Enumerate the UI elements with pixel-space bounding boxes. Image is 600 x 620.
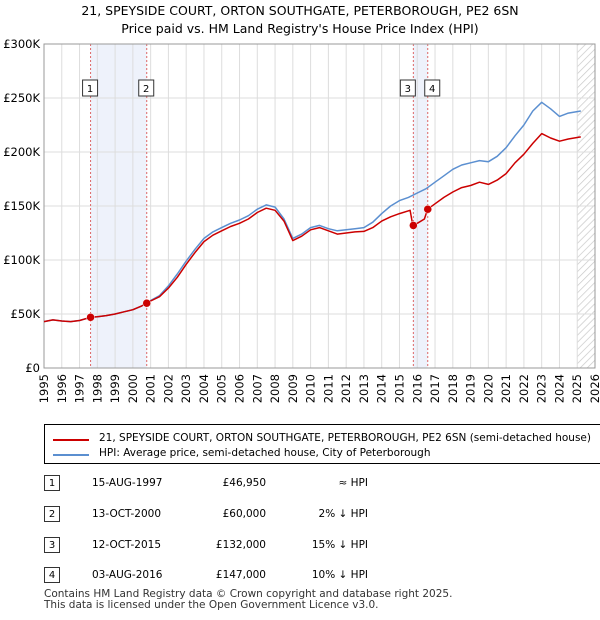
x-tick-label: 2004 (197, 374, 211, 403)
x-tick-label: 2001 (144, 374, 158, 403)
x-tick-label: 2025 (570, 374, 584, 403)
transaction-hpi-diff: ≈ HPI (338, 477, 368, 489)
transaction-marker-label: 4 (429, 84, 435, 95)
footer-line-2: This data is licensed under the Open Gov… (44, 599, 379, 611)
y-tick-label: £250K (3, 91, 40, 105)
x-tick-label: 2010 (304, 374, 318, 403)
transaction-date: 15-AUG-1997 (92, 477, 163, 489)
x-tick-label: 2023 (535, 374, 549, 403)
x-tick-label: 2024 (552, 374, 566, 403)
transaction-marker-4: 4 (424, 79, 441, 97)
x-tick-label: 2006 (233, 374, 247, 403)
chart-legend: 21, SPEYSIDE COURT, ORTON SOUTHGATE, PET… (44, 424, 600, 464)
plot-frame (43, 43, 596, 369)
legend-label-hpi: HPI: Average price, semi-detached house,… (99, 447, 431, 459)
x-tick-label: 1995 (37, 374, 51, 403)
series-line-property (43, 132, 581, 323)
y-tick-label: £50K (11, 307, 41, 321)
chart-title: 21, SPEYSIDE COURT, ORTON SOUTHGATE, PET… (81, 3, 519, 18)
transaction-price: £60,000 (222, 508, 266, 520)
transaction-date: 12-OCT-2015 (92, 539, 161, 551)
transaction-marker: 1 (44, 475, 60, 491)
transaction-point-3 (409, 221, 418, 230)
x-tick-label: 2015 (392, 374, 406, 403)
x-tick-label: 2016 (410, 374, 424, 403)
transaction-marker-label: 3 (405, 84, 411, 95)
transaction-hpi-diff: 2% ↓ HPI (318, 508, 368, 520)
legend-swatch-hpi (53, 454, 89, 456)
transaction-marker-box (424, 79, 441, 97)
y-tick-label: £0 (25, 361, 40, 375)
x-tick-label: 2021 (499, 374, 513, 403)
table-row: 1 15-AUG-1997 £46,950 ≈ HPI (44, 475, 404, 493)
legend-swatch-property (53, 439, 89, 441)
x-tick-label: 2017 (428, 374, 442, 403)
y-tick-label: £100K (3, 253, 40, 267)
transaction-marker-1: 1 (82, 79, 99, 97)
x-tick-label: 1996 (55, 374, 69, 403)
price-chart: £0 £50K £100K £150K £200K £250K £300K 1995 1996 1… (3, 37, 600, 403)
transaction-price: £132,000 (215, 539, 266, 551)
x-tick-label: 2002 (161, 374, 175, 403)
transaction-marker-label: 1 (87, 84, 93, 95)
table-row: 4 03-AUG-2016 £147,000 10% ↓ HPI (44, 567, 404, 585)
y-tick-label: £300K (3, 37, 40, 51)
transaction-date: 13-OCT-2000 (92, 508, 161, 520)
transaction-marker-box (399, 79, 416, 97)
x-tick-label: 2011 (321, 374, 335, 403)
x-tick-label: 2009 (286, 374, 300, 403)
transaction-price: £46,950 (222, 477, 266, 489)
transaction-marker: 2 (44, 506, 60, 522)
legend-label-property: 21, SPEYSIDE COURT, ORTON SOUTHGATE, PET… (99, 432, 591, 444)
transaction-marker-label: 2 (143, 84, 149, 95)
x-tick-label: 2005 (215, 374, 229, 403)
transaction-marker-box (138, 79, 155, 97)
transaction-marker: 4 (44, 567, 60, 583)
x-tick-label: 2008 (268, 374, 282, 403)
x-tick-label: 2003 (179, 374, 193, 403)
x-tick-label: 1997 (73, 374, 87, 403)
x-tick-label: 2019 (464, 374, 478, 403)
transaction-hpi-diff: 15% ↓ HPI (311, 539, 368, 551)
transaction-price: £147,000 (215, 569, 266, 581)
x-tick-label: 2020 (481, 374, 495, 403)
x-tick-label: 2007 (250, 374, 264, 403)
transaction-marker-3: 3 (399, 79, 416, 97)
transaction-marker: 3 (44, 537, 60, 553)
x-tick-label: 2013 (357, 374, 371, 403)
x-tick-label: 2022 (517, 374, 531, 403)
x-tick-label: 2000 (126, 374, 140, 403)
x-tick-label: 2014 (375, 374, 389, 403)
transaction-marker-box (82, 79, 99, 97)
x-tick-label: 2012 (339, 374, 353, 403)
x-tick-label: 2026 (588, 374, 600, 403)
x-tick-label: 2018 (446, 374, 460, 403)
footer-line-1: Contains HM Land Registry data © Crown c… (44, 588, 453, 600)
y-tick-label: £150K (3, 199, 40, 213)
table-row: 3 12-OCT-2015 £132,000 15% ↓ HPI (44, 537, 404, 555)
chart-subtitle: Price paid vs. HM Land Registry's House … (121, 21, 479, 36)
transaction-date: 03-AUG-2016 (92, 569, 163, 581)
y-tick-label: £200K (3, 145, 40, 159)
transaction-point-2 (142, 298, 151, 308)
footer-attribution: Contains HM Land Registry data © Crown c… (44, 589, 452, 611)
transaction-point-4 (423, 204, 432, 214)
transaction-point-1 (86, 313, 95, 322)
table-row: 2 13-OCT-2000 £60,000 2% ↓ HPI (44, 506, 404, 524)
x-tick-label: 1998 (90, 374, 104, 403)
transaction-hpi-diff: 10% ↓ HPI (311, 569, 368, 581)
transaction-marker-2: 2 (138, 79, 155, 97)
x-tick-label: 1999 (108, 374, 122, 403)
